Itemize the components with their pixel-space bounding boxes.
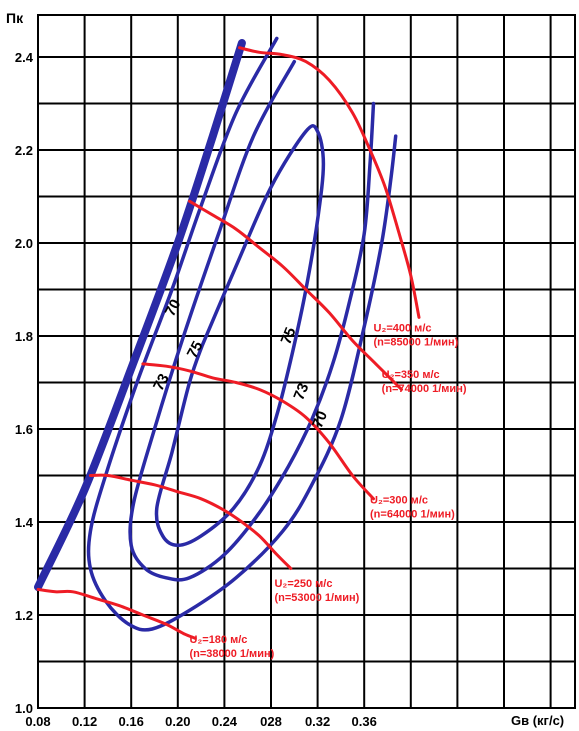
y-tick-label: 1.2: [15, 608, 33, 623]
speed-line-label: U₂=300 м/с: [370, 494, 428, 506]
efficiency-label-73: 73: [150, 371, 173, 394]
speed-line-rpm-label: (n=53000 1/мин): [274, 592, 359, 604]
speed-line-rpm-label: (n=74000 1/мин): [382, 383, 467, 395]
curves: [34, 36, 421, 640]
x-tick-label: 0.12: [72, 714, 97, 729]
y-tick-label: 1.0: [15, 701, 33, 716]
efficiency-label-70-right: 70: [309, 409, 331, 431]
efficiency-label-75: 75: [184, 338, 207, 361]
x-tick-label: 0.36: [352, 714, 377, 729]
speed-line-label: U₂=400 м/с: [374, 322, 432, 334]
y-tick-label: 2.4: [15, 50, 34, 65]
efficiency-label-73-right: 73: [290, 381, 312, 403]
x-tick-label: 0.24: [212, 714, 238, 729]
efficiency-contour-73: [128, 59, 376, 582]
speed-line-rpm-label: (n=38000 1/мин): [189, 648, 274, 660]
speed-line-rpm-label: (n=85000 1/мин): [374, 336, 459, 348]
y-tick-label: 2.2: [15, 143, 33, 158]
y-tick-label: 2.0: [15, 236, 33, 251]
curve-labels: 70 73 75 75 73 70 U₂=180 м/с (n=38000 1/мин) U₂=…: [150, 297, 467, 660]
x-tick-label: 0.16: [119, 714, 144, 729]
grid: [37, 14, 576, 709]
speed-line: [36, 587, 197, 640]
x-tick-label: 028: [260, 714, 282, 729]
speed-line: [141, 362, 375, 501]
speed-line: [238, 46, 421, 319]
efficiency-contour-70: [86, 36, 398, 632]
surge-line: [34, 39, 246, 592]
x-tick-label: 0.20: [165, 714, 190, 729]
speed-line-label: U₂=250 м/с: [274, 578, 332, 590]
speed-line-label: U₂=350 м/с: [382, 369, 440, 381]
plot-border: [37, 14, 576, 709]
y-tick-label: 1.4: [15, 515, 34, 530]
speed-line-label: U₂=180 м/с: [189, 634, 247, 646]
x-tick-label: 0.08: [25, 714, 50, 729]
y-axis-label: Пк: [6, 10, 24, 26]
efficiency-label-75-right: 75: [278, 325, 300, 347]
y-tick-label: 1.8: [15, 329, 33, 344]
speed-line: [88, 473, 293, 570]
speed-line: [188, 199, 403, 391]
x-axis-label: Gв (кг/с): [511, 713, 564, 728]
efficiency-label-70: 70: [162, 297, 185, 320]
speed-line-rpm-label: (n=64000 1/мин): [370, 508, 455, 520]
axes: Пк Gв (кг/с) 0.08 0.12 0.16 0.20 0.24 028 0.32…: [6, 10, 564, 729]
y-tick-label: 1.6: [15, 422, 33, 437]
x-tick-label: 0.32: [305, 714, 330, 729]
